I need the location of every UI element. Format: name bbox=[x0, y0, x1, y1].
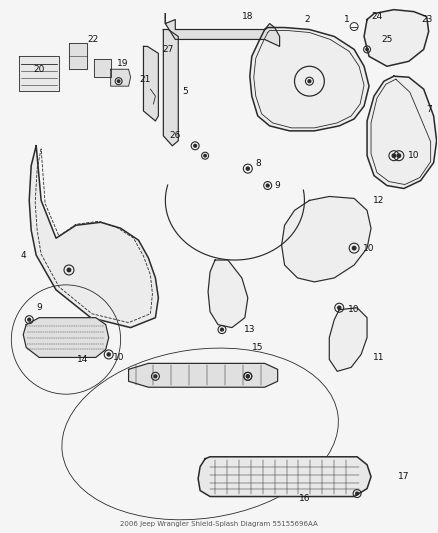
Circle shape bbox=[107, 353, 110, 356]
Text: 27: 27 bbox=[162, 45, 174, 54]
Text: 19: 19 bbox=[117, 59, 128, 68]
Circle shape bbox=[117, 80, 120, 83]
Circle shape bbox=[397, 154, 401, 157]
Text: 7: 7 bbox=[426, 104, 431, 114]
Text: 10: 10 bbox=[408, 151, 420, 160]
Text: 11: 11 bbox=[373, 353, 385, 362]
Text: 16: 16 bbox=[299, 494, 310, 503]
Text: 5: 5 bbox=[182, 87, 188, 95]
Text: 24: 24 bbox=[371, 12, 383, 21]
Text: 2006 Jeep Wrangler Shield-Splash Diagram 55155696AA: 2006 Jeep Wrangler Shield-Splash Diagram… bbox=[120, 521, 318, 527]
Text: 26: 26 bbox=[170, 131, 181, 140]
Polygon shape bbox=[69, 43, 87, 69]
Text: 12: 12 bbox=[373, 196, 385, 205]
Polygon shape bbox=[23, 318, 109, 358]
Circle shape bbox=[28, 318, 31, 321]
Circle shape bbox=[356, 492, 359, 495]
Polygon shape bbox=[129, 364, 278, 387]
Text: 15: 15 bbox=[252, 343, 264, 352]
Circle shape bbox=[338, 306, 341, 309]
Polygon shape bbox=[165, 14, 279, 46]
Text: 8: 8 bbox=[255, 159, 261, 168]
Circle shape bbox=[266, 184, 269, 187]
Text: 1: 1 bbox=[344, 15, 350, 24]
Text: 17: 17 bbox=[398, 472, 410, 481]
Text: 13: 13 bbox=[244, 325, 255, 334]
Text: 14: 14 bbox=[77, 355, 88, 364]
Text: 18: 18 bbox=[242, 12, 254, 21]
Circle shape bbox=[247, 375, 249, 378]
Polygon shape bbox=[250, 28, 369, 131]
Circle shape bbox=[353, 246, 356, 250]
Polygon shape bbox=[163, 29, 178, 146]
Polygon shape bbox=[111, 69, 131, 86]
Text: 9: 9 bbox=[275, 181, 280, 190]
Circle shape bbox=[154, 375, 157, 378]
Text: 9: 9 bbox=[36, 303, 42, 312]
Polygon shape bbox=[367, 76, 437, 189]
Circle shape bbox=[194, 144, 197, 147]
Polygon shape bbox=[19, 56, 59, 91]
Circle shape bbox=[221, 328, 223, 331]
Polygon shape bbox=[282, 197, 371, 282]
Circle shape bbox=[392, 154, 396, 157]
Polygon shape bbox=[364, 10, 429, 66]
Circle shape bbox=[246, 167, 249, 170]
Polygon shape bbox=[208, 260, 248, 328]
Text: 22: 22 bbox=[87, 35, 99, 44]
Polygon shape bbox=[29, 146, 159, 328]
Circle shape bbox=[308, 80, 311, 83]
Text: 25: 25 bbox=[381, 35, 392, 44]
Circle shape bbox=[366, 48, 368, 51]
Text: 2: 2 bbox=[304, 15, 310, 24]
Text: 21: 21 bbox=[140, 75, 151, 84]
Circle shape bbox=[204, 155, 206, 157]
Polygon shape bbox=[144, 46, 159, 121]
Text: 10: 10 bbox=[348, 305, 360, 314]
Polygon shape bbox=[329, 308, 367, 372]
Circle shape bbox=[247, 375, 249, 378]
Circle shape bbox=[67, 268, 71, 272]
Text: 20: 20 bbox=[33, 64, 45, 74]
Text: 10: 10 bbox=[363, 244, 375, 253]
Polygon shape bbox=[94, 59, 111, 77]
Text: 4: 4 bbox=[21, 251, 26, 260]
Text: 10: 10 bbox=[113, 353, 124, 362]
Polygon shape bbox=[198, 457, 371, 497]
Text: 23: 23 bbox=[421, 15, 432, 24]
